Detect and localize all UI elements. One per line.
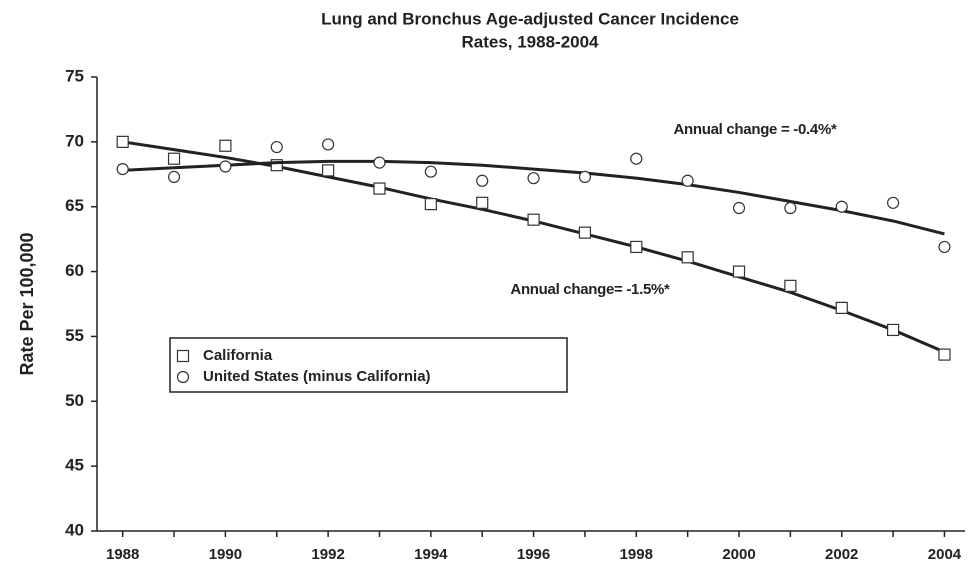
- y-tick-label: 55: [65, 326, 84, 345]
- point: [630, 152, 643, 165]
- point: [527, 213, 540, 226]
- point: [578, 226, 592, 239]
- point: [167, 152, 181, 165]
- legend-label: United States (minus California): [203, 368, 431, 385]
- point: [938, 240, 951, 254]
- y-tick-label: 40: [65, 520, 84, 539]
- x-tick-label: 1992: [311, 546, 344, 563]
- legend-marker: [176, 370, 190, 384]
- y-tick-label: 75: [65, 66, 84, 85]
- point: [578, 170, 592, 183]
- point: [681, 251, 694, 264]
- trend-line: [122, 159, 945, 236]
- point: [886, 196, 900, 209]
- point: [938, 348, 951, 361]
- point: [322, 138, 335, 151]
- point: [681, 174, 694, 187]
- point: [322, 164, 335, 177]
- point: [784, 201, 797, 215]
- point: [116, 162, 129, 176]
- point: [527, 172, 540, 185]
- point: [424, 198, 437, 211]
- point: [886, 323, 900, 337]
- y-tick-label: 45: [65, 456, 84, 475]
- point: [476, 174, 489, 187]
- point: [373, 156, 386, 169]
- point: [270, 159, 283, 172]
- x-tick-label: 1998: [620, 546, 653, 563]
- y-tick-label: 50: [65, 391, 84, 410]
- x-tick-label: 1996: [517, 546, 550, 563]
- x-tick-label: 1990: [209, 546, 242, 563]
- point: [732, 201, 746, 215]
- chart-title: Lung and Bronchus Age-adjusted Cancer In…: [321, 9, 739, 28]
- point: [835, 200, 848, 213]
- legend-box: [169, 337, 568, 393]
- point: [476, 196, 489, 209]
- x-tick-label: 1988: [106, 546, 139, 563]
- point: [424, 165, 437, 178]
- legend-label: California: [203, 347, 273, 364]
- annotation: Annual change = -0.4%*: [673, 121, 836, 138]
- y-tick-label: 60: [65, 261, 84, 280]
- chart-title: Rates, 1988-2004: [461, 32, 599, 51]
- y-tick-label: 65: [65, 196, 84, 215]
- point: [116, 135, 129, 148]
- point: [630, 240, 643, 254]
- point: [270, 140, 283, 154]
- y-tick-label: 70: [65, 131, 84, 150]
- x-tick-label: 2002: [825, 546, 858, 563]
- point: [167, 170, 181, 183]
- legend-marker: [176, 349, 190, 363]
- point: [219, 139, 232, 152]
- x-tick-label: 2004: [928, 546, 962, 563]
- x-tick-label: 2000: [722, 546, 755, 563]
- point: [732, 265, 746, 278]
- point: [219, 160, 232, 173]
- y-axis-label: Rate Per 100,000: [17, 232, 37, 375]
- point: [784, 279, 797, 292]
- x-tick-label: 1994: [414, 546, 448, 563]
- point: [373, 182, 386, 195]
- point: [835, 301, 848, 314]
- annotation: Annual change= -1.5%*: [510, 281, 670, 298]
